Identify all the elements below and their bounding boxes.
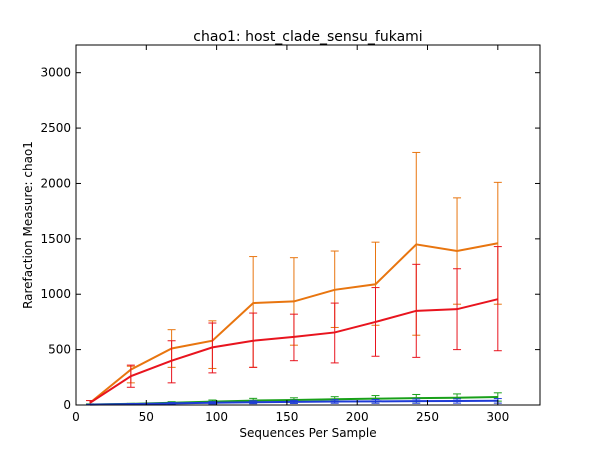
series-1 xyxy=(86,246,502,406)
x-axis-label: Sequences Per Sample xyxy=(239,426,376,440)
plot-area xyxy=(86,151,502,406)
x-tick-label: 50 xyxy=(139,410,154,424)
y-axis-label: Rarefaction Measure: chao1 xyxy=(21,141,35,309)
y-tick-label: 2500 xyxy=(40,121,71,135)
y-tick-label: 2000 xyxy=(40,176,71,190)
x-tick-label: 200 xyxy=(346,410,369,424)
series-line xyxy=(90,399,498,406)
y-tick-label: 1000 xyxy=(40,287,71,301)
axis-ticks: 0 50 100 150 200 250 3000500100015002000250030… xyxy=(40,45,540,424)
x-tick-label: 100 xyxy=(205,410,228,424)
y-tick-label: 500 xyxy=(48,343,71,357)
series-line xyxy=(89,242,499,404)
y-tick-label: 1500 xyxy=(40,232,71,246)
y-tick-label: 0 xyxy=(63,398,71,412)
x-tick-label: 300 xyxy=(486,410,509,424)
x-tick-label: 150 xyxy=(275,410,298,424)
series-0 xyxy=(86,151,502,406)
plot-frame xyxy=(75,44,541,406)
chart-title: chao1: host_clade_sensu_fukami xyxy=(193,29,422,45)
series-line xyxy=(89,298,499,404)
x-tick-label: 0 xyxy=(72,410,80,424)
y-tick-label: 3000 xyxy=(40,66,71,80)
x-tick-label: 250 xyxy=(416,410,439,424)
